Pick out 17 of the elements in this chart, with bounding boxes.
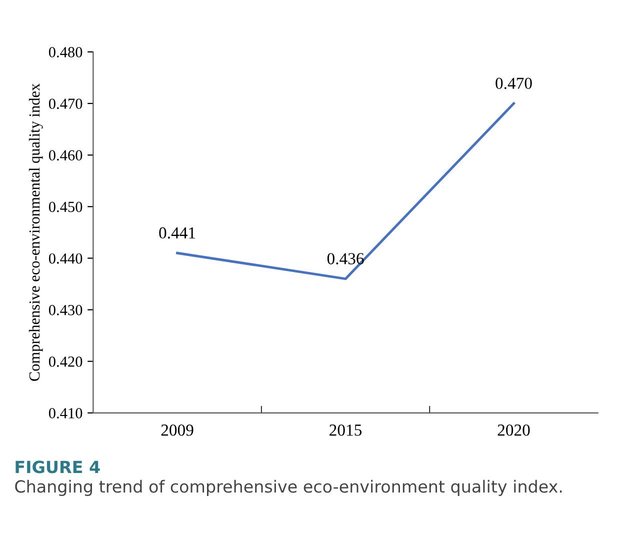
data-label: 0.470: [496, 78, 532, 90]
y-tick-label: 0.480: [48, 47, 82, 58]
y-tick-label: 0.410: [48, 408, 82, 418]
y-tick-label: 0.430: [48, 304, 82, 316]
caption: FIGURE 4: [16, 460, 100, 474]
text: Changing trend of comprehensive eco-environment quality index.: [15, 480, 562, 496]
y-tick-label: 0.470: [48, 98, 82, 109]
y-tick-label: 0.450: [48, 202, 82, 212]
y-axis-title: Comprehensive eco-environmental quality index: [28, 83, 43, 381]
x-tick-label: 2015: [330, 424, 362, 436]
y-tick-label: 0.420: [48, 356, 82, 367]
y-tick-label: 0.440: [48, 253, 82, 264]
x-tick-label: 2020: [498, 424, 530, 436]
y-tick-label: 0.460: [48, 150, 82, 161]
data-label: 0.441: [159, 227, 196, 239]
data-label: 0.436: [327, 253, 364, 264]
x-tick-label: 2009: [161, 424, 194, 436]
